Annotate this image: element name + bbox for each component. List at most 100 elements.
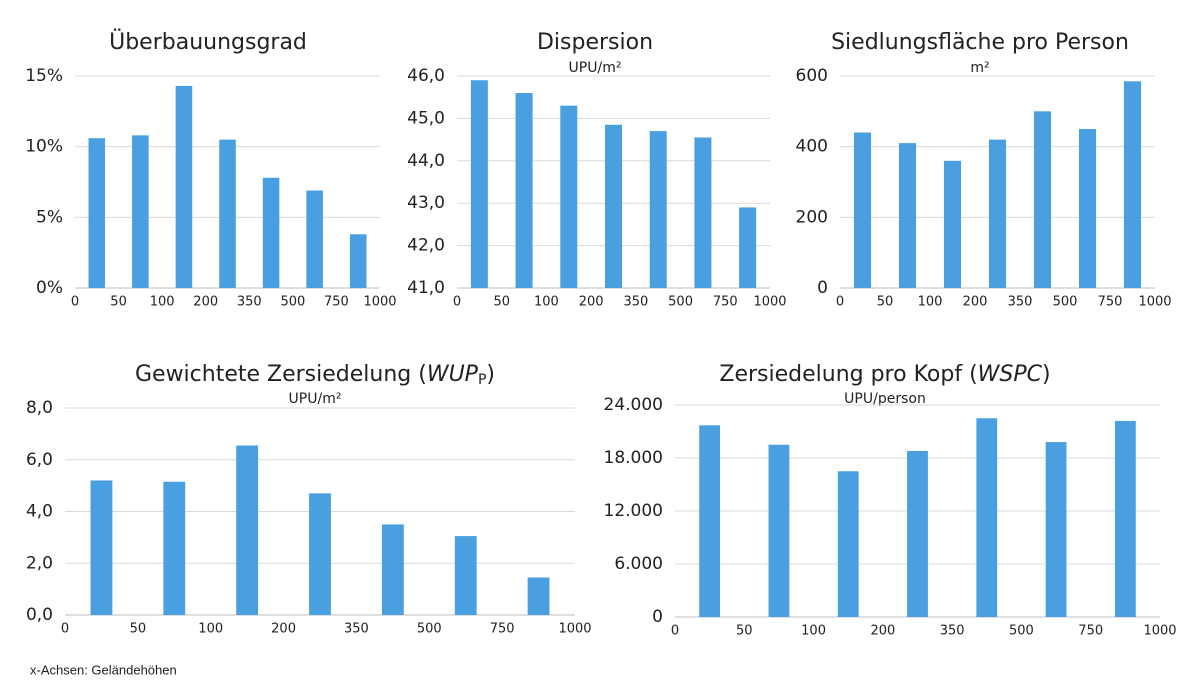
y-tick-label: 0% <box>36 278 63 298</box>
x-tick-label: 100 <box>801 624 826 639</box>
x-tick-label: 1000 <box>1143 624 1176 639</box>
bar <box>236 445 259 615</box>
bar <box>1123 81 1142 288</box>
x-tick-label: 0 <box>61 622 69 637</box>
bar <box>309 493 331 615</box>
y-tick-label: 6.000 <box>614 554 663 574</box>
bar <box>943 160 962 288</box>
bar <box>649 131 667 288</box>
y-tick-label: 400 <box>796 137 828 157</box>
x-tick-label: 1000 <box>558 622 591 637</box>
bar <box>454 536 477 615</box>
title-part: Siedlungsfläche pro Person <box>831 30 1129 55</box>
chart-title: Überbauungsgrad <box>109 29 307 55</box>
bar <box>560 105 578 289</box>
bar <box>470 80 488 289</box>
x-tick-label: 0 <box>671 624 679 639</box>
y-tick-label: 12.000 <box>604 501 663 521</box>
x-tick-label: 750 <box>713 295 738 310</box>
bar <box>381 524 404 615</box>
x-tick-label: 500 <box>1009 624 1034 639</box>
x-tick-label: 1000 <box>363 295 396 310</box>
bar <box>898 143 917 288</box>
y-tick-label: 44,0 <box>407 151 445 171</box>
bar <box>853 132 872 288</box>
bar <box>349 234 367 288</box>
x-tick-label: 500 <box>280 295 305 310</box>
x-tick-label: 750 <box>1078 624 1103 639</box>
bar <box>907 450 928 617</box>
y-tick-label: 4,0 <box>26 502 53 522</box>
x-tick-label: 100 <box>150 295 175 310</box>
x-tick-label: 350 <box>237 295 262 310</box>
title-part: Zersiedelung pro Kopf ( <box>719 362 977 387</box>
bar <box>132 135 149 288</box>
y-tick-label: 46,0 <box>407 66 445 86</box>
title-part: Gewichtete Zersiedelung ( <box>135 362 427 387</box>
bar <box>262 177 280 288</box>
title-part: Dispersion <box>537 30 653 55</box>
x-tick-label: 50 <box>736 624 753 639</box>
x-tick-label: 50 <box>493 295 510 310</box>
chart-subtitle: UPU/m² <box>289 391 342 407</box>
y-tick-label: 0,0 <box>26 605 53 625</box>
x-tick-label: 750 <box>324 295 349 310</box>
bar <box>88 138 106 288</box>
title-part: Überbauungsgrad <box>109 29 307 55</box>
x-tick-label: 100 <box>198 622 223 637</box>
bar <box>694 137 712 288</box>
bar <box>988 139 1007 288</box>
x-tick-label: 50 <box>877 295 894 310</box>
chart-title: Siedlungsfläche pro Person <box>831 30 1129 55</box>
title-part: WSPC <box>978 362 1043 387</box>
y-tick-label: 600 <box>796 66 828 86</box>
bar <box>976 418 998 617</box>
y-tick-label: 45,0 <box>407 108 445 128</box>
x-tick-label: 200 <box>963 295 988 310</box>
x-tick-label: 500 <box>668 295 693 310</box>
bar <box>515 92 533 289</box>
chart-title: Dispersion <box>537 30 653 55</box>
bar <box>163 481 186 615</box>
x-tick-label: 0 <box>71 295 79 310</box>
bar <box>175 85 193 288</box>
title-part: ) <box>1042 362 1051 387</box>
x-tick-label: 50 <box>130 622 147 637</box>
x-tick-label: 750 <box>490 622 515 637</box>
y-tick-label: 6,0 <box>26 450 53 470</box>
bar <box>699 425 721 617</box>
x-tick-label: 350 <box>940 624 965 639</box>
x-tick-label: 500 <box>417 622 442 637</box>
x-tick-label: 100 <box>918 295 943 310</box>
x-tick-label: 1000 <box>1138 295 1171 310</box>
chart-subtitle: UPU/m² <box>569 60 622 76</box>
y-tick-label: 8,0 <box>26 398 53 418</box>
bar <box>1114 420 1136 617</box>
bar <box>306 190 323 288</box>
y-tick-label: 0 <box>652 607 663 627</box>
title-part: P <box>478 372 486 388</box>
footnote: x-Achsen: Geländehöhen <box>30 662 177 677</box>
bar <box>605 124 622 288</box>
bar <box>768 444 790 617</box>
chart-title: Zersiedelung pro Kopf (WSPC) <box>719 362 1050 387</box>
bar <box>1045 442 1067 617</box>
bar <box>527 577 550 615</box>
y-tick-label: 5% <box>36 207 63 227</box>
y-tick-label: 0 <box>817 278 828 298</box>
y-tick-label: 42,0 <box>407 236 445 256</box>
x-tick-label: 200 <box>579 295 604 310</box>
bar <box>1033 111 1052 288</box>
x-tick-label: 500 <box>1053 295 1078 310</box>
y-tick-label: 200 <box>796 207 828 227</box>
x-tick-label: 750 <box>1098 295 1123 310</box>
x-tick-label: 0 <box>453 295 461 310</box>
chart-subtitle: UPU/person <box>844 391 926 407</box>
bar <box>837 471 859 617</box>
x-tick-label: 350 <box>344 622 369 637</box>
y-tick-label: 18.000 <box>604 448 663 468</box>
x-tick-label: 1000 <box>753 295 786 310</box>
bar <box>90 480 113 615</box>
x-tick-label: 200 <box>870 624 895 639</box>
